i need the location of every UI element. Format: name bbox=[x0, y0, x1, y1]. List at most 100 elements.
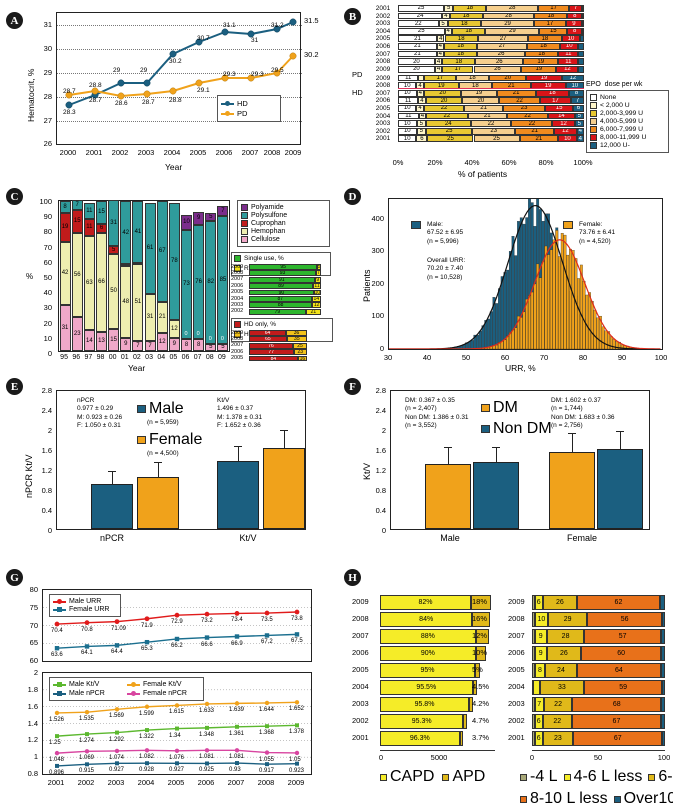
pd-hd-divider bbox=[398, 88, 584, 89]
panel-d-label: D bbox=[344, 188, 361, 205]
legend-label: -4 L bbox=[530, 768, 558, 785]
y-tick: 60 bbox=[29, 656, 38, 665]
stack-segment: 18 bbox=[534, 12, 568, 20]
stack-segment bbox=[661, 697, 665, 712]
data-point bbox=[234, 701, 240, 706]
table-row: 2002 6 22 67 bbox=[508, 714, 668, 729]
data-point bbox=[205, 725, 209, 730]
stack-segment: 31 bbox=[108, 199, 120, 246]
x-tick: 2001 bbox=[85, 148, 103, 157]
stack-segment: 18 bbox=[455, 74, 490, 82]
data-label: 65.3 bbox=[141, 646, 153, 653]
stack-segment bbox=[533, 680, 540, 695]
row-year: 2005 bbox=[231, 289, 244, 296]
x-tick: 80 bbox=[578, 353, 588, 362]
row-year: 2006 bbox=[352, 648, 369, 657]
data-point bbox=[235, 724, 239, 729]
histogram-bar bbox=[544, 245, 548, 349]
data-point bbox=[84, 620, 90, 626]
legend-swatch bbox=[590, 94, 597, 101]
data-point bbox=[174, 612, 180, 618]
table-row: 2005 84 16 bbox=[231, 355, 331, 362]
data-label: 72.9 bbox=[171, 619, 183, 626]
data-point bbox=[205, 761, 209, 766]
table-row: 2006 11 4 20 20 22 17 7 bbox=[370, 97, 584, 104]
non-dm-swatch bbox=[481, 425, 490, 433]
panel-f-plot: DM: 0.367 ± 0.35 (n = 2,407) Non DM: 1.3… bbox=[390, 390, 650, 530]
pd-value: 28.8 bbox=[89, 82, 102, 89]
stack-segment: 9 bbox=[565, 20, 583, 27]
panel-b-xlabel: % of patients bbox=[458, 169, 508, 179]
panel-g-top-legend: Male URR Female URR bbox=[49, 594, 121, 617]
x-tick: 2000 bbox=[59, 148, 77, 157]
y-tick: 30 bbox=[43, 44, 52, 53]
panel-a: A Hematocrit, % 28.3 28.7 29 2 bbox=[0, 0, 336, 180]
pd-value: 29.3 bbox=[223, 71, 236, 78]
x-tick: 97 bbox=[84, 354, 93, 361]
histogram-bar bbox=[500, 276, 504, 349]
stack-segment: 12 bbox=[168, 319, 180, 338]
data-point bbox=[265, 724, 269, 729]
data-label: 1.074 bbox=[109, 754, 125, 761]
data-label: 0.925 bbox=[199, 767, 215, 774]
stack-segment bbox=[582, 5, 585, 12]
stack-segment: 26 bbox=[473, 65, 522, 73]
stack-segment: 22 bbox=[511, 120, 553, 127]
legend-item-hd: HD bbox=[221, 99, 277, 108]
stack-segment: 8 bbox=[569, 89, 584, 97]
stack-segment: 7 bbox=[534, 697, 544, 712]
legend-item: < 2,000 U bbox=[590, 102, 665, 109]
stack-segment bbox=[532, 731, 535, 746]
table-row: 2005 8 24 64 bbox=[508, 663, 668, 678]
stack-segment: 4 bbox=[416, 105, 424, 112]
histogram-bar bbox=[498, 342, 501, 349]
row-year: 2001 bbox=[352, 733, 369, 742]
legend-swatch bbox=[241, 228, 248, 235]
histogram-bar bbox=[579, 264, 583, 349]
stack-segment: 15 bbox=[539, 27, 568, 35]
histogram-bar bbox=[484, 320, 488, 349]
stack-segment: 6 bbox=[534, 714, 543, 729]
panel-b-legend-title: EPO dose per wk bbox=[586, 81, 643, 88]
panel-c-plot: 31 42 19 8 23 56 15 7 14 63 11 11 13 66 6 15 15 50 5 31 9 48 4… bbox=[58, 199, 230, 352]
stack-segment: 13 bbox=[95, 331, 108, 351]
panel-f-label: F bbox=[344, 378, 361, 395]
panel-c-legend: Polyamide Polysulfone Cuprophan Hemophan Cel… bbox=[237, 200, 330, 247]
table-row: 2003 7 22 68 bbox=[508, 697, 668, 712]
stack-segment: 20 bbox=[462, 97, 500, 105]
stack-segment: 59 bbox=[583, 680, 663, 695]
table-row: 2001 96.3% 3.7% bbox=[352, 731, 504, 746]
x-tick: 2001 bbox=[47, 778, 65, 787]
single-use-segment: 88 bbox=[249, 302, 313, 309]
stack-segment: 19 bbox=[59, 213, 71, 242]
histogram-bar bbox=[596, 317, 600, 349]
error-cap bbox=[616, 430, 624, 432]
data-point bbox=[144, 639, 150, 645]
stack-segment: 17 bbox=[539, 97, 572, 105]
stack-segment bbox=[662, 680, 665, 695]
y-tick: 0.8 bbox=[27, 769, 38, 778]
under4l-swatch bbox=[520, 773, 527, 781]
legend-item-68l: 6-8 L less bbox=[648, 768, 673, 786]
x-tick: 90 bbox=[617, 353, 627, 362]
row-year: 2003 bbox=[352, 699, 369, 708]
x-tick: 60 bbox=[500, 353, 510, 362]
histogram-bar bbox=[563, 234, 567, 349]
hd-end-value: 31.5 bbox=[304, 16, 319, 25]
legend-item-hd-only: HD only, % bbox=[234, 321, 276, 328]
panel-b-group-pd: PD bbox=[352, 70, 363, 79]
stack-segment: 10 bbox=[534, 612, 549, 627]
panel-a-plot: 28.3 28.7 29 29 30.2 30.7 31.1 31 31.2 2… bbox=[56, 12, 302, 145]
data-point bbox=[264, 750, 270, 755]
x-tick: 50 bbox=[593, 753, 603, 762]
histogram-bar bbox=[519, 217, 523, 349]
stack-segment: 76 bbox=[193, 225, 205, 339]
single-use-segment: 90 bbox=[249, 289, 314, 296]
legend-label: Non DM bbox=[493, 420, 552, 437]
error-cap bbox=[108, 470, 116, 472]
table-row: 2002 10 5 25 23 21 12 4 bbox=[370, 127, 584, 135]
histogram-bar bbox=[519, 317, 523, 349]
apd-swatch bbox=[442, 773, 450, 781]
x-tick: 80% bbox=[538, 158, 554, 167]
y-tick: 30 bbox=[43, 303, 52, 313]
